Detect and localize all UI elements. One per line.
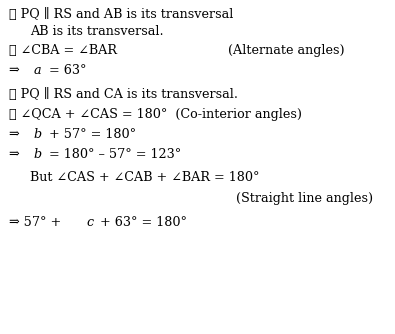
Text: b: b (33, 128, 41, 141)
Text: But ∠CAS + ∠CAB + ∠BAR = 180°: But ∠CAS + ∠CAB + ∠BAR = 180° (30, 171, 259, 184)
Text: ∴ ∠CBA = ∠BAR: ∴ ∠CBA = ∠BAR (9, 44, 117, 57)
Text: (Straight line angles): (Straight line angles) (236, 192, 373, 205)
Text: ⇒ 57° +: ⇒ 57° + (9, 216, 65, 229)
Text: b: b (33, 148, 41, 161)
Text: = 63°: = 63° (45, 64, 87, 77)
Text: AB is its transversal.: AB is its transversal. (30, 25, 163, 38)
Text: ∴ PQ ∥ RS and AB is its transversal: ∴ PQ ∥ RS and AB is its transversal (9, 8, 233, 21)
Text: + 57° = 180°: + 57° = 180° (45, 128, 136, 141)
Text: (Alternate angles): (Alternate angles) (228, 44, 344, 57)
Text: ⇒: ⇒ (9, 148, 23, 161)
Text: + 63° = 180°: + 63° = 180° (96, 216, 187, 229)
Text: = 180° – 57° = 123°: = 180° – 57° = 123° (45, 148, 181, 161)
Text: ⇒: ⇒ (9, 128, 23, 141)
Text: c: c (87, 216, 94, 229)
Text: a: a (33, 64, 41, 77)
Text: ⇒: ⇒ (9, 64, 23, 77)
Text: ∴ ∠QCA + ∠CAS = 180°  (Co-interior angles): ∴ ∠QCA + ∠CAS = 180° (Co-interior angles… (9, 108, 302, 121)
Text: ∴ PQ ∥ RS and CA is its transversal.: ∴ PQ ∥ RS and CA is its transversal. (9, 88, 238, 101)
